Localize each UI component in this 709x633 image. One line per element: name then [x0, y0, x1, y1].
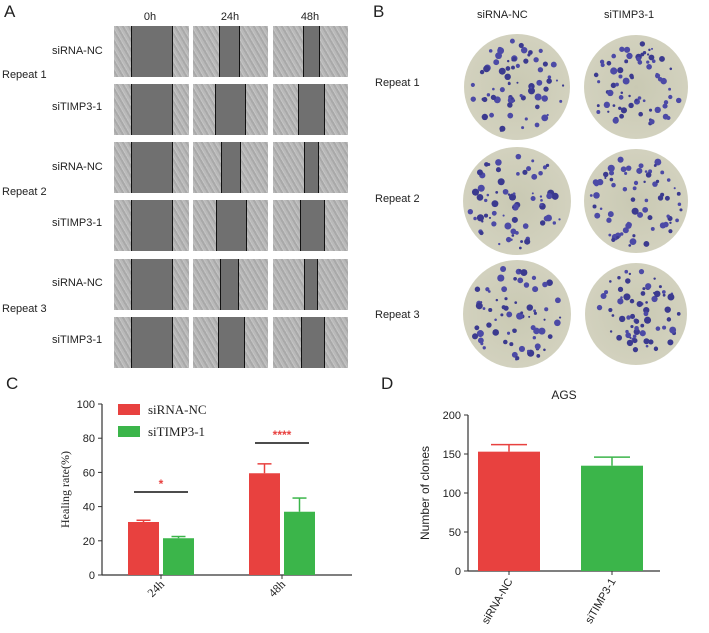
y-tick-label: 20: [83, 536, 95, 548]
row-label-sirna-nc: siRNA-NC: [52, 277, 103, 289]
wound-image: [193, 200, 268, 251]
wound-image: [114, 84, 189, 135]
y-tick-label: 50: [449, 527, 461, 539]
panel-letter-a: A: [4, 2, 16, 21]
colony-dish-image: [464, 34, 570, 140]
bar: [128, 521, 159, 575]
row-label-sirna-nc: siRNA-NC: [52, 161, 103, 173]
colony-dish-image: [584, 35, 688, 139]
y-tick-label: 40: [83, 502, 95, 514]
wound-image: [273, 26, 348, 77]
panel-letter-c: C: [6, 374, 19, 393]
wound-image: [193, 84, 268, 135]
wound-image: [114, 26, 189, 77]
y-tick-label: 150: [443, 449, 461, 461]
x-tick-label: siTIMP3-1: [583, 577, 618, 626]
y-tick-label: 0: [455, 566, 461, 578]
legend-swatch: [118, 426, 140, 437]
panel-letter-b: B: [373, 2, 385, 21]
bar: [581, 465, 643, 571]
row-label-sitimp3-1: siTIMP3-1: [52, 334, 103, 346]
legend-label: siTIMP3-1: [148, 424, 205, 439]
row-label-sitimp3-1: siTIMP3-1: [52, 101, 103, 113]
legend-label: siRNA-NC: [148, 402, 207, 417]
y-tick-label: 80: [83, 433, 95, 445]
colony-column-sitimp3-1: siTIMP3-1: [604, 9, 655, 21]
colony-dish-image: [463, 147, 571, 255]
wound-image: [114, 142, 189, 193]
significance-stars: ****: [273, 428, 292, 442]
colony-dish-image: [585, 263, 687, 365]
legend-swatch: [118, 404, 140, 415]
healing-rate-chart: 0 20 40 60 80 100 Healing rate(%) * 24h **** 48h si…: [58, 399, 352, 600]
x-tick-label: 24h: [144, 577, 167, 600]
wound-image: [193, 26, 268, 77]
timepoint-header-48h: 48h: [300, 11, 320, 23]
colony-row-repeat-1: Repeat 1: [375, 77, 420, 89]
y-tick-label: 100: [443, 488, 461, 500]
x-tick-label: siRNA-NC: [480, 576, 516, 626]
wound-image: [114, 317, 189, 368]
significance-stars: *: [159, 477, 164, 491]
y-tick-label: 60: [83, 467, 95, 479]
wound-image: [273, 200, 348, 251]
x-tick-label: 48h: [265, 577, 288, 600]
wound-image: [193, 142, 268, 193]
wound-image: [273, 317, 348, 368]
timepoint-header-24h: 24h: [220, 11, 240, 23]
bar: [284, 511, 315, 575]
wound-image: [114, 200, 189, 251]
repeat-3-label: Repeat 3: [2, 303, 47, 315]
colony-row-repeat-3: Repeat 3: [375, 309, 420, 321]
colony-dish-image: [584, 149, 688, 253]
y-tick-label: 200: [443, 410, 461, 422]
wound-image: [193, 317, 268, 368]
wound-image: [193, 259, 268, 310]
y-axis-label: Number of clones: [418, 446, 432, 540]
colony-column-sirna-nc: siRNA-NC: [477, 9, 528, 21]
panel-letter-d: D: [381, 374, 394, 393]
wound-image: [273, 259, 348, 310]
bar: [163, 538, 194, 575]
clone-number-chart: 0 50 100 150 200 Number of clones AGS siRNA-NC s…: [418, 388, 660, 626]
wound-image: [273, 142, 348, 193]
bar: [478, 451, 540, 571]
y-tick-label: 100: [77, 399, 95, 411]
wound-image: [114, 259, 189, 310]
row-label-sirna-nc: siRNA-NC: [52, 45, 103, 57]
chart-title: AGS: [551, 388, 576, 402]
repeat-2-label: Repeat 2: [2, 186, 47, 198]
wound-image: [273, 84, 348, 135]
colony-dish-image: [463, 260, 571, 368]
y-axis-label: Healing rate(%): [58, 451, 72, 528]
bar: [249, 473, 280, 575]
row-label-sitimp3-1: siTIMP3-1: [52, 217, 103, 229]
colony-row-repeat-2: Repeat 2: [375, 193, 420, 205]
timepoint-header-0h: 0h: [143, 11, 157, 23]
y-tick-label: 0: [89, 570, 95, 582]
repeat-1-label: Repeat 1: [2, 69, 47, 81]
